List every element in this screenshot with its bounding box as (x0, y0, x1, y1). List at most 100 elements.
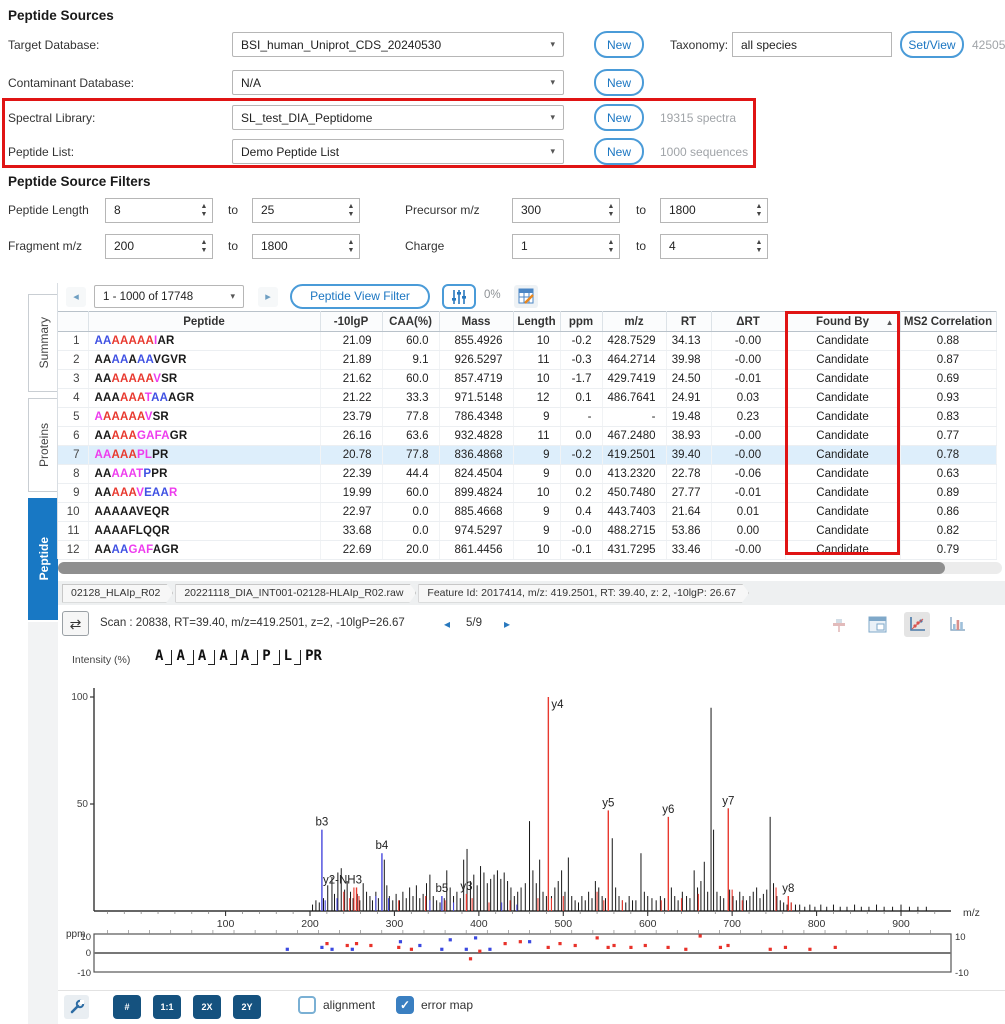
mass-cell[interactable]: 836.4868 (439, 445, 514, 465)
column-header-RT[interactable]: RT (666, 311, 712, 332)
length-cell[interactable]: 10 (513, 540, 561, 560)
ppm-cell[interactable]: - (560, 407, 603, 427)
caa-cell[interactable]: 60.0 (382, 483, 440, 503)
mz-cell[interactable]: 428.7529 (602, 331, 667, 351)
ms2-correlation-cell[interactable]: 0.78 (900, 445, 997, 465)
lgp-cell[interactable]: 19.99 (320, 483, 383, 503)
ms2-correlation-cell[interactable]: 0.77 (900, 426, 997, 446)
zoom-2x-button[interactable]: 2X (193, 995, 221, 1019)
length-cell[interactable]: 10 (513, 483, 561, 503)
ms2-correlation-cell[interactable]: 0.82 (900, 521, 997, 541)
spin-down-icon[interactable]: ▼ (200, 210, 208, 218)
spin-down-icon[interactable]: ▼ (200, 246, 208, 254)
prev-page-button[interactable]: ◂ (66, 287, 86, 307)
row-number[interactable]: 2 (58, 350, 89, 370)
length-cell[interactable]: 10 (513, 369, 561, 389)
caa-cell[interactable]: 9.1 (382, 350, 440, 370)
row-number[interactable]: 6 (58, 426, 89, 446)
found-by-cell[interactable]: Candidate (785, 540, 901, 560)
mass-cell[interactable]: 786.4348 (439, 407, 514, 427)
errormap-checkbox[interactable]: ✓ (396, 996, 414, 1014)
ms2-correlation-cell[interactable]: 0.63 (900, 464, 997, 484)
column-header-Found By[interactable]: Found By ▲ (785, 311, 901, 332)
row-number[interactable]: 10 (58, 502, 89, 522)
column-header-MS2 Correlation[interactable]: MS2 Correlation (900, 311, 997, 332)
prev-scan-button[interactable]: ◂ (443, 617, 451, 631)
found-by-cell[interactable]: Candidate (785, 350, 901, 370)
mass-cell[interactable]: 824.4504 (439, 464, 514, 484)
found-by-cell[interactable]: Candidate (785, 502, 901, 522)
peptide-sequence-cell[interactable]: AAAAAAAVSR (88, 369, 321, 389)
mass-cell[interactable]: 926.5297 (439, 350, 514, 370)
peptide-length-from[interactable]: 8 ▲ ▼ (105, 198, 213, 223)
found-by-cell[interactable]: Candidate (785, 483, 901, 503)
ms2-correlation-cell[interactable]: 0.86 (900, 502, 997, 522)
column-header-ppm[interactable]: ppm (560, 311, 603, 332)
found-by-cell[interactable]: Candidate (785, 521, 901, 541)
peptide-view-filter-button[interactable]: Peptide View Filter (290, 284, 430, 309)
found-by-cell[interactable]: Candidate (785, 464, 901, 484)
length-cell[interactable]: 11 (513, 350, 561, 370)
ms2-correlation-cell[interactable]: 0.88 (900, 331, 997, 351)
rt-cell[interactable]: 24.50 (666, 369, 712, 389)
pin-spectrum-button[interactable] (826, 612, 852, 637)
show-histogram-button[interactable] (944, 612, 970, 637)
mz-cell[interactable]: 467.2480 (602, 426, 667, 446)
delta-rt-cell[interactable]: 0.03 (711, 388, 786, 408)
delta-rt-cell[interactable]: 0.00 (711, 521, 786, 541)
mz-cell[interactable]: 413.2320 (602, 464, 667, 484)
row-number[interactable]: 11 (58, 521, 89, 541)
lgp-cell[interactable]: 22.97 (320, 502, 383, 522)
found-by-cell[interactable]: Candidate (785, 445, 901, 465)
row-number[interactable]: 3 (58, 369, 89, 389)
delta-rt-cell[interactable]: 0.01 (711, 502, 786, 522)
table-row[interactable]: 5 AAAAAAVSR 23.79 77.8 786.4348 9- -19.48 0.23 C… (58, 407, 997, 427)
table-row[interactable]: 6 AAAAAGAFAGR 26.16 63.6 932.4828 11 0.0 467.24… (58, 426, 997, 446)
column-header-m/z[interactable]: m/z (602, 311, 667, 332)
table-row[interactable]: 11 AAAAFLQQR 33.68 0.0 974.5297 9 -0.0 488.2715… (58, 521, 997, 541)
row-number[interactable]: 5 (58, 407, 89, 427)
column-header--10lgP[interactable]: -10lgP (320, 311, 383, 332)
found-by-cell[interactable]: Candidate (785, 407, 901, 427)
mz-cell[interactable]: 429.7419 (602, 369, 667, 389)
lgp-cell[interactable]: 22.39 (320, 464, 383, 484)
row-number[interactable]: 12 (58, 540, 89, 560)
mass-cell[interactable]: 857.4719 (439, 369, 514, 389)
length-cell[interactable]: 12 (513, 388, 561, 408)
zoom-1to1-button[interactable]: 1:1 (153, 995, 181, 1019)
ion-label-toggle-button[interactable]: # (113, 995, 141, 1019)
tab-proteins[interactable]: Proteins (28, 398, 58, 492)
precursor-mz-from[interactable]: 300 ▲ ▼ (512, 198, 620, 223)
mz-cell[interactable]: 488.2715 (602, 521, 667, 541)
spin-up-icon[interactable]: ▲ (755, 238, 763, 246)
next-scan-button[interactable]: ▸ (503, 617, 511, 631)
spin-down-icon[interactable]: ▼ (347, 246, 355, 254)
lgp-cell[interactable]: 21.62 (320, 369, 383, 389)
mz-cell[interactable]: 464.2714 (602, 350, 667, 370)
caa-cell[interactable]: 20.0 (382, 540, 440, 560)
filter-settings-button[interactable] (442, 284, 476, 309)
column-header-CAA(%)[interactable]: CAA(%) (382, 311, 440, 332)
target-database-select[interactable]: BSI_human_Uniprot_CDS_20240530 ▾ (232, 32, 564, 57)
breadcrumb-sample[interactable]: 02128_HLAIp_R02 (62, 584, 173, 603)
ppm-cell[interactable]: 0.0 (560, 464, 603, 484)
table-row[interactable]: 8 AAAAATPPR 22.39 44.4 824.4504 9 0.0 413.2320 2… (58, 464, 997, 484)
errormap-checkbox-group[interactable]: ✓ error map (396, 996, 473, 1014)
column-header-ΔRT[interactable]: ΔRT (711, 311, 786, 332)
mass-cell[interactable]: 861.4456 (439, 540, 514, 560)
mass-cell[interactable]: 971.5148 (439, 388, 514, 408)
fragment-mz-to[interactable]: 1800 ▲ ▼ (252, 234, 360, 259)
spin-up-icon[interactable]: ▲ (607, 202, 615, 210)
spin-down-icon[interactable]: ▼ (607, 210, 615, 218)
show-table-button[interactable] (864, 612, 890, 637)
spin-down-icon[interactable]: ▼ (755, 246, 763, 254)
ms2-spectrum-plot[interactable]: 100 50 100 200 300 400 500 600 700 800 900 m/z b3 y2-… (58, 676, 1005, 928)
rt-cell[interactable]: 19.48 (666, 407, 712, 427)
breadcrumb-feature[interactable]: Feature Id: 2017414, m/z: 419.2501, RT: … (418, 584, 749, 603)
ms2-correlation-cell[interactable]: 0.93 (900, 388, 997, 408)
ms2-correlation-cell[interactable]: 0.69 (900, 369, 997, 389)
peptide-sequence-cell[interactable]: AAAAGAFAGR (88, 540, 321, 560)
delta-rt-cell[interactable]: -0.00 (711, 350, 786, 370)
peptide-length-to[interactable]: 25 ▲ ▼ (252, 198, 360, 223)
caa-cell[interactable]: 77.8 (382, 407, 440, 427)
